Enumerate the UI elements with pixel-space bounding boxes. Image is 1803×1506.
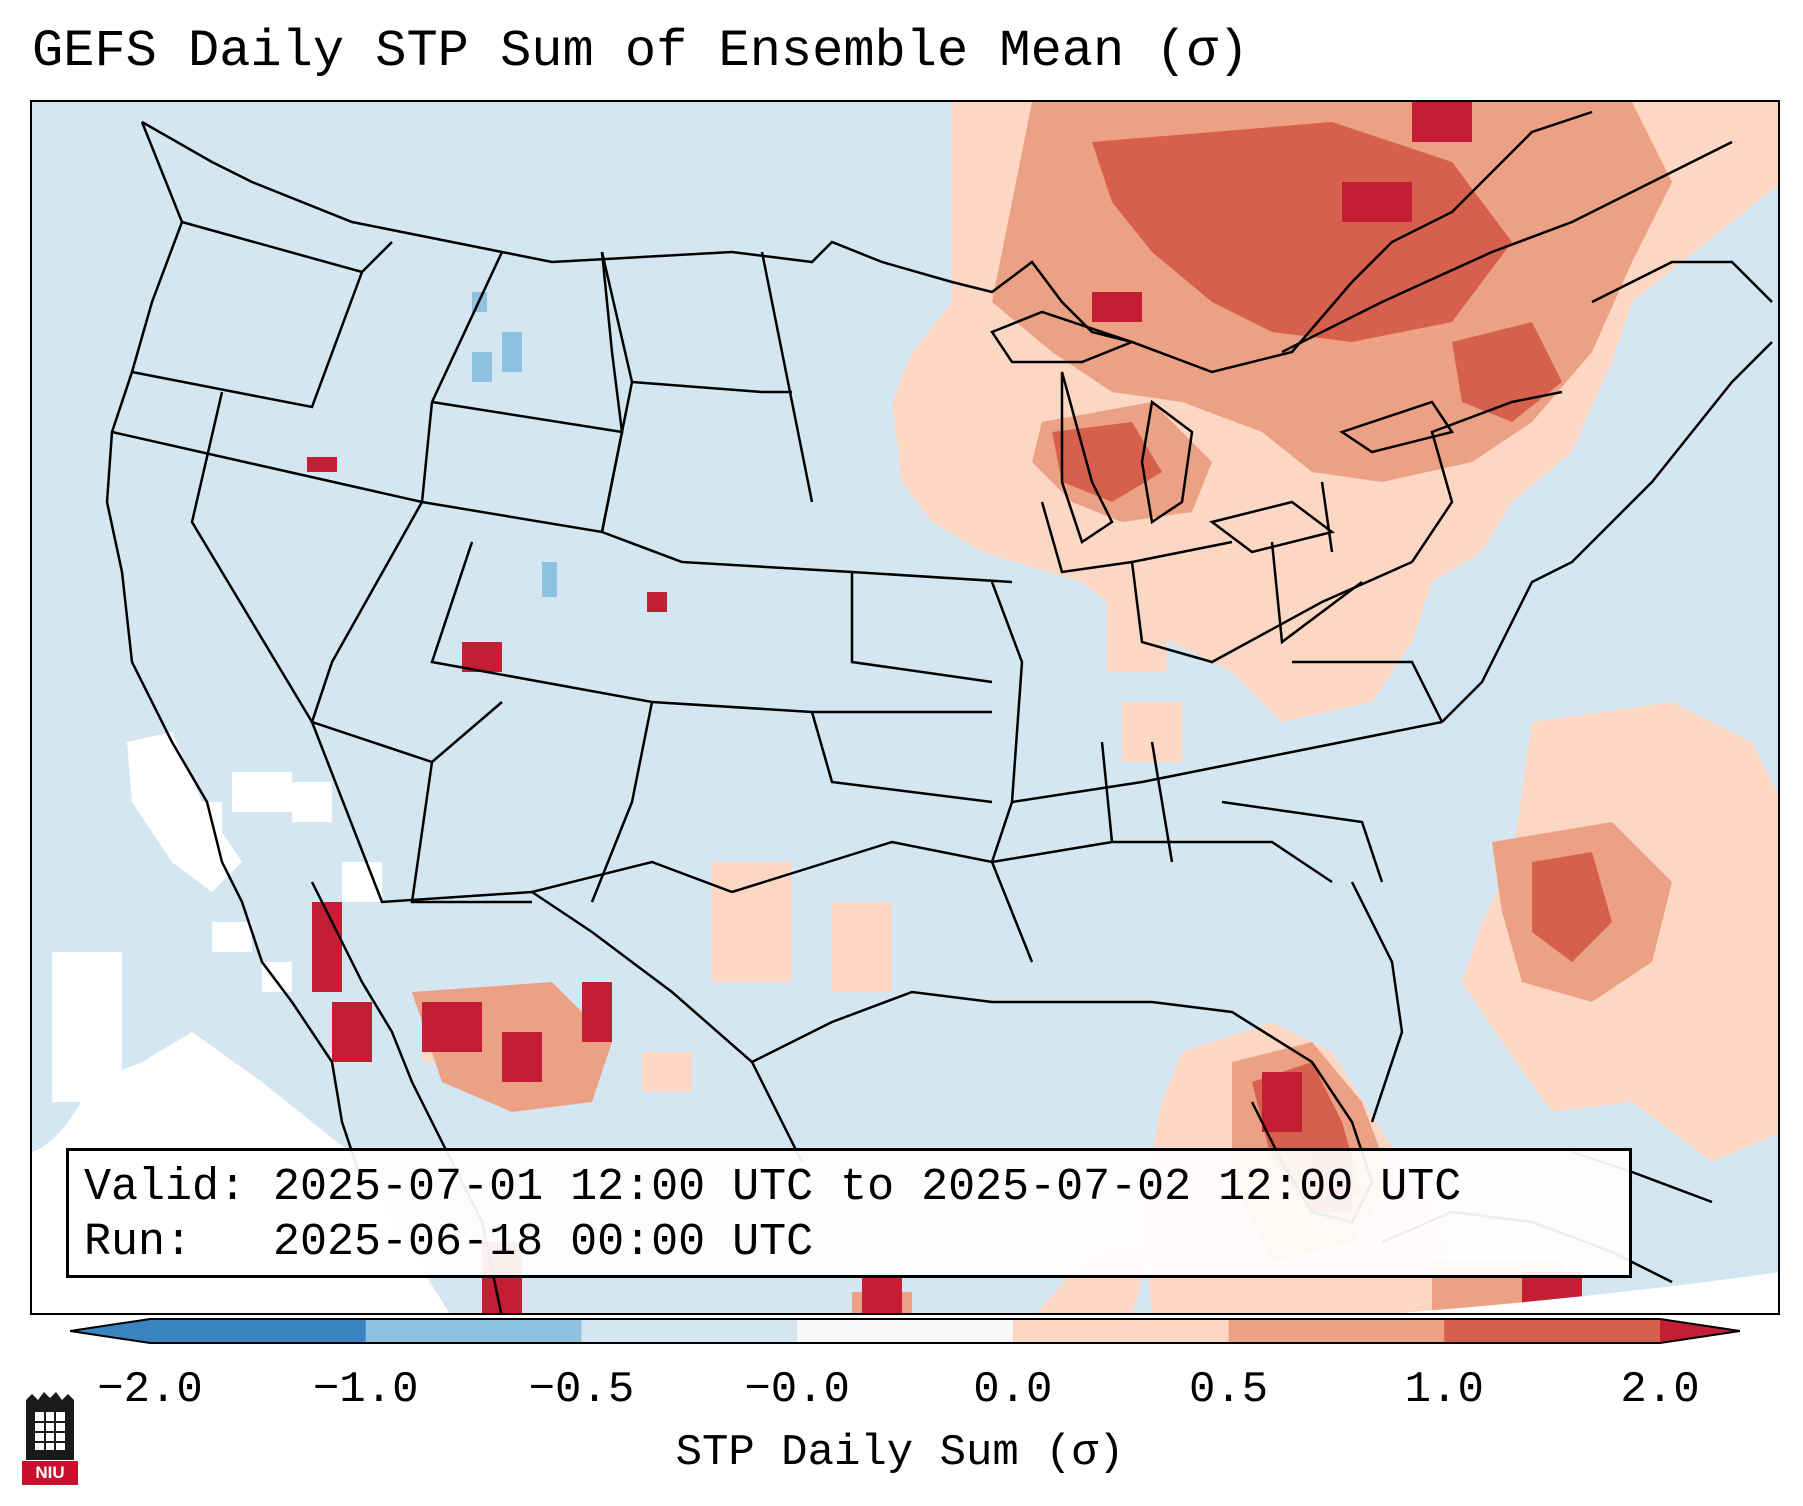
colorbar-bin: [797, 1319, 1014, 1343]
map-panel: [30, 100, 1780, 1315]
colorbar-tick-label: 1.0: [1404, 1365, 1484, 1415]
colorbar-bin: [1228, 1319, 1445, 1343]
colorbar-tick-label: −0.5: [528, 1365, 635, 1415]
map-canvas: [32, 102, 1778, 1313]
colorbar-bin: [365, 1319, 582, 1343]
colorbar-tick-label: 0.5: [1188, 1365, 1269, 1415]
globe-edge: [32, 1272, 1778, 1313]
validity-info-box: Valid: 2025-07-01 12:00 UTC to 2025-07-0…: [66, 1148, 1632, 1278]
colorbar-tick-label: 2.0: [1620, 1365, 1700, 1415]
colorbar-bin: [581, 1319, 798, 1343]
map-title: GEFS Daily STP Sum of Ensemble Mean (σ): [32, 22, 1249, 81]
colorbar-extend-high: [1660, 1319, 1740, 1343]
colorbar-bin: [1012, 1319, 1230, 1343]
colorbar-tick-label: −2.0: [97, 1365, 203, 1415]
colorbar-extend-low: [70, 1319, 150, 1343]
state-boundaries: [105, 110, 1773, 1313]
colorbar-tick-label: −0.0: [744, 1365, 850, 1415]
logo-text: NIU: [22, 1461, 78, 1485]
niu-logo: NIU: [22, 1390, 78, 1485]
colorbar: [70, 1318, 1740, 1344]
valid-time-text: Valid: 2025-07-01 12:00 UTC to 2025-07-0…: [84, 1162, 1462, 1213]
stp-field-negative: [472, 292, 557, 597]
run-time-text: Run: 2025-06-18 00:00 UTC: [84, 1217, 814, 1268]
colorbar-tick-label: 0.0: [973, 1365, 1053, 1415]
colorbar-tick-label: −1.0: [312, 1365, 419, 1415]
colorbar-bin: [1444, 1319, 1661, 1343]
colorbar-bins: [150, 1319, 1661, 1343]
stp-field-strong: [1052, 122, 1612, 1212]
colorbar-bin: [150, 1319, 367, 1343]
castle-icon: [26, 1392, 74, 1460]
colorbar-label: STP Daily Sum (σ): [675, 1428, 1125, 1478]
